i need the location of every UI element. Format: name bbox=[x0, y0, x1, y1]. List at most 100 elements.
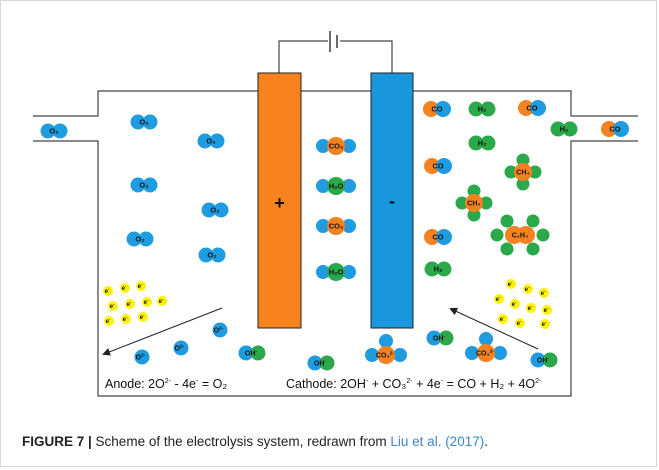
svg-text:e-: e- bbox=[144, 297, 149, 306]
svg-text:e-: e- bbox=[541, 288, 546, 297]
co2-molecule: CO₂ bbox=[316, 217, 356, 235]
molecules-layer: O₂ O₂ O₂ O₂ O₂ O₂ O₂ CO₂ H₂O CO₂ H₂O CO CO CO CO CO H₂ H₂… bbox=[40, 100, 629, 371]
svg-text:e-: e- bbox=[500, 314, 505, 323]
co-molecule: CO bbox=[423, 101, 451, 117]
electron: e- bbox=[515, 318, 525, 328]
electron: e- bbox=[498, 314, 508, 324]
oxide-ion: O2- bbox=[212, 322, 228, 338]
h2-molecule: H₂ bbox=[468, 135, 496, 151]
h2-molecule: H₂ bbox=[424, 261, 452, 277]
figure-caption: FIGURE 7 | Scheme of the electrolysis sy… bbox=[22, 434, 488, 449]
hydroxide-ion: OH- bbox=[530, 352, 558, 368]
svg-text:O2-: O2- bbox=[175, 343, 185, 352]
svg-text:e-: e- bbox=[508, 279, 513, 288]
svg-text:O₂: O₂ bbox=[139, 181, 148, 190]
cell-outline bbox=[33, 90, 638, 397]
svg-text:O₂: O₂ bbox=[206, 137, 215, 146]
cathode-sign: - bbox=[389, 191, 395, 211]
oxide-ion: O2- bbox=[173, 340, 189, 356]
o2-molecule: O₂ bbox=[126, 231, 154, 247]
anode-equation: Anode: 2O2- - 4e- = O₂ bbox=[105, 377, 227, 391]
svg-text:CO: CO bbox=[432, 233, 443, 242]
caption-reference-link[interactable]: Liu et al. (2017) bbox=[390, 434, 485, 449]
svg-text:H₂: H₂ bbox=[478, 139, 487, 148]
electron: e- bbox=[138, 312, 148, 322]
ch4-molecule: CH₄ bbox=[455, 184, 493, 222]
electron: e- bbox=[542, 305, 552, 315]
caption-text: Scheme of the electrolysis system, redra… bbox=[91, 434, 391, 449]
h2o-molecule: H₂O bbox=[316, 177, 356, 195]
svg-text:e-: e- bbox=[544, 305, 549, 314]
h2o-molecule: H₂O bbox=[316, 263, 356, 281]
svg-text:OH-: OH- bbox=[245, 349, 258, 357]
svg-text:e-: e- bbox=[512, 299, 517, 308]
o2-molecule: O₂ bbox=[130, 177, 158, 193]
electron: e- bbox=[125, 299, 135, 309]
svg-text:e-: e- bbox=[496, 294, 501, 303]
co-molecule: CO bbox=[424, 229, 452, 245]
svg-text:OH-: OH- bbox=[537, 356, 550, 364]
cathode-migration-arrow bbox=[449, 307, 539, 350]
svg-text:e-: e- bbox=[106, 316, 111, 325]
svg-text:e-: e- bbox=[517, 318, 522, 327]
cathode-electrode bbox=[370, 72, 414, 329]
svg-text:O2-: O2- bbox=[136, 352, 146, 361]
svg-text:O₂: O₂ bbox=[49, 127, 58, 136]
cathode-equation: Cathode: 2OH- + CO₃2- + 4e- = CO + H₂ + … bbox=[286, 377, 542, 391]
electron: e- bbox=[539, 288, 549, 298]
svg-text:O₂: O₂ bbox=[207, 251, 216, 260]
electron: e- bbox=[142, 297, 152, 307]
svg-text:CO: CO bbox=[432, 162, 443, 171]
svg-text:H₂: H₂ bbox=[560, 125, 569, 134]
svg-text:O₂: O₂ bbox=[135, 235, 144, 244]
svg-text:e-: e- bbox=[525, 284, 530, 293]
svg-text:CO: CO bbox=[609, 125, 620, 134]
anode-migration-arrow bbox=[102, 307, 223, 356]
carbonate-ion: CO₃2- bbox=[365, 334, 407, 364]
o2-molecule: O₂ bbox=[130, 114, 158, 130]
svg-text:e-: e- bbox=[110, 301, 115, 310]
electron: e- bbox=[494, 294, 504, 304]
oxide-ion: O2- bbox=[134, 349, 150, 365]
svg-text:CO₃2-: CO₃2- bbox=[376, 350, 394, 359]
co-molecule: CO bbox=[424, 158, 452, 174]
svg-text:CO₂: CO₂ bbox=[329, 142, 344, 151]
svg-text:CO₂: CO₂ bbox=[329, 222, 344, 231]
o2-molecule: O₂ bbox=[40, 123, 68, 139]
h2-molecule: H₂ bbox=[468, 101, 496, 117]
electron: e- bbox=[540, 319, 550, 329]
svg-text:CH₄: CH₄ bbox=[516, 169, 529, 176]
svg-text:CO: CO bbox=[431, 105, 442, 114]
hydroxide-ion: OH- bbox=[426, 330, 454, 346]
svg-text:OH-: OH- bbox=[433, 334, 446, 342]
svg-text:C₂H₄: C₂H₄ bbox=[512, 232, 529, 239]
svg-text:e-: e- bbox=[528, 303, 533, 312]
hydroxide-ion: OH- bbox=[238, 345, 266, 361]
o2-molecule: O₂ bbox=[201, 202, 229, 218]
h2-molecule: H₂ bbox=[550, 121, 578, 137]
svg-text:e-: e- bbox=[122, 283, 127, 292]
svg-text:e-: e- bbox=[140, 312, 145, 321]
electron: e- bbox=[108, 301, 118, 311]
power-source bbox=[278, 31, 393, 73]
co-molecule: CO bbox=[601, 121, 629, 137]
o2-molecule: O₂ bbox=[197, 133, 225, 149]
hydroxide-ion: OH- bbox=[307, 355, 335, 371]
co2-molecule: CO₂ bbox=[316, 137, 356, 155]
electron: e- bbox=[523, 284, 533, 294]
electron: e- bbox=[510, 299, 520, 309]
svg-text:H₂O: H₂O bbox=[329, 268, 344, 277]
svg-text:O2-: O2- bbox=[214, 325, 224, 334]
anode-sign: + bbox=[274, 193, 285, 213]
caption-label: FIGURE 7 | bbox=[22, 434, 92, 449]
svg-text:H₂: H₂ bbox=[434, 265, 443, 274]
svg-text:e-: e- bbox=[542, 319, 547, 328]
svg-text:H₂O: H₂O bbox=[329, 182, 344, 191]
electron: e- bbox=[104, 316, 114, 326]
co-molecule: CO bbox=[518, 100, 546, 116]
electron: e- bbox=[136, 281, 146, 291]
electron: e- bbox=[121, 314, 131, 324]
electron: e- bbox=[506, 279, 516, 289]
svg-text:CH₄: CH₄ bbox=[467, 200, 480, 207]
